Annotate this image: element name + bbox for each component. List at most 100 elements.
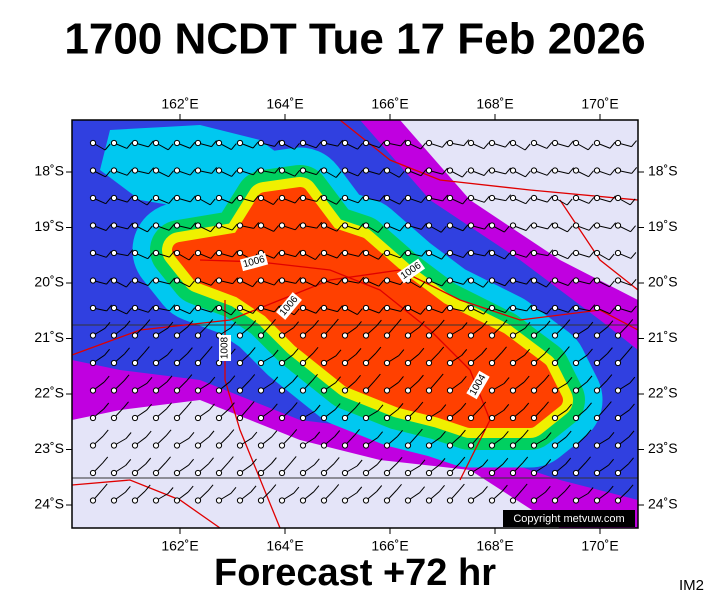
station — [467, 304, 475, 312]
wind-barb — [481, 320, 488, 328]
lat-label: 21˚S — [648, 329, 678, 345]
lon-label: 166˚E — [371, 96, 408, 112]
wind-barb — [169, 304, 176, 311]
station — [446, 497, 454, 504]
station — [215, 442, 223, 449]
station — [593, 414, 601, 422]
station — [614, 469, 622, 477]
station — [278, 497, 286, 504]
station — [341, 414, 349, 422]
wind-barb — [461, 170, 468, 178]
wind-barb — [145, 430, 152, 438]
station — [593, 497, 601, 504]
station — [572, 387, 580, 394]
station — [488, 194, 496, 202]
wind-barb — [335, 376, 341, 383]
station — [152, 497, 160, 504]
wind-barb — [396, 456, 403, 464]
wind-barb — [293, 321, 299, 328]
station — [614, 414, 622, 422]
wind-barb — [609, 168, 616, 176]
station — [299, 167, 307, 174]
wind-barb — [168, 170, 174, 177]
station — [320, 139, 328, 147]
station — [530, 359, 538, 367]
station — [89, 497, 97, 504]
station — [257, 332, 265, 339]
contour-label-bg — [239, 252, 269, 272]
station — [257, 359, 265, 367]
station — [488, 167, 496, 174]
wind-barb — [272, 376, 279, 384]
wind-barb — [102, 456, 109, 464]
wind-barb — [589, 304, 596, 311]
station — [383, 277, 391, 284]
wind-barb — [188, 253, 195, 261]
station — [509, 469, 517, 477]
station — [425, 222, 433, 229]
wind-barb — [253, 222, 260, 229]
station — [215, 497, 223, 504]
station — [236, 222, 244, 229]
station — [236, 249, 244, 257]
station — [236, 139, 244, 147]
station — [341, 469, 349, 477]
station — [110, 497, 118, 504]
station — [467, 414, 475, 422]
station — [614, 167, 622, 174]
station — [572, 359, 580, 367]
station — [152, 139, 160, 147]
station — [530, 222, 538, 229]
wind-barb — [126, 168, 133, 176]
station — [215, 277, 223, 284]
wind-barb — [336, 198, 342, 205]
wind-barb — [354, 401, 361, 409]
wind-barb — [586, 402, 592, 410]
wind-barb — [587, 487, 594, 494]
wind-barb — [208, 430, 215, 438]
station — [593, 139, 601, 147]
station — [215, 194, 223, 202]
station — [488, 387, 496, 394]
station — [488, 222, 496, 229]
station — [152, 222, 160, 229]
station — [362, 249, 370, 257]
station — [572, 332, 580, 339]
wind-barb — [125, 432, 132, 439]
wind-barb — [101, 483, 108, 491]
station — [362, 222, 370, 229]
wind-barb — [586, 375, 593, 383]
wind-barb — [543, 401, 549, 409]
station — [236, 442, 244, 449]
wind-barb — [505, 167, 511, 175]
wind-barb — [232, 277, 239, 284]
station — [362, 277, 370, 284]
wind-barb — [125, 280, 132, 288]
wind-barb — [272, 349, 279, 357]
station — [614, 249, 622, 257]
wind-barb — [356, 308, 363, 315]
station — [194, 442, 202, 449]
station — [152, 387, 160, 394]
wind-barb — [502, 484, 508, 492]
station — [236, 387, 244, 394]
wind-barb — [462, 197, 469, 205]
station — [152, 194, 160, 202]
wind-barb — [105, 170, 111, 178]
station — [362, 414, 370, 422]
station — [152, 167, 160, 174]
station — [446, 469, 454, 477]
station — [551, 414, 559, 422]
wind-barb — [354, 428, 360, 436]
wind-barb — [316, 168, 322, 175]
station — [593, 167, 601, 174]
station — [425, 167, 433, 174]
station — [425, 304, 433, 312]
station — [278, 249, 286, 257]
station — [425, 442, 433, 449]
station — [299, 414, 307, 422]
station — [299, 332, 307, 339]
wind-barb — [631, 140, 637, 147]
wind-barb — [522, 456, 529, 464]
